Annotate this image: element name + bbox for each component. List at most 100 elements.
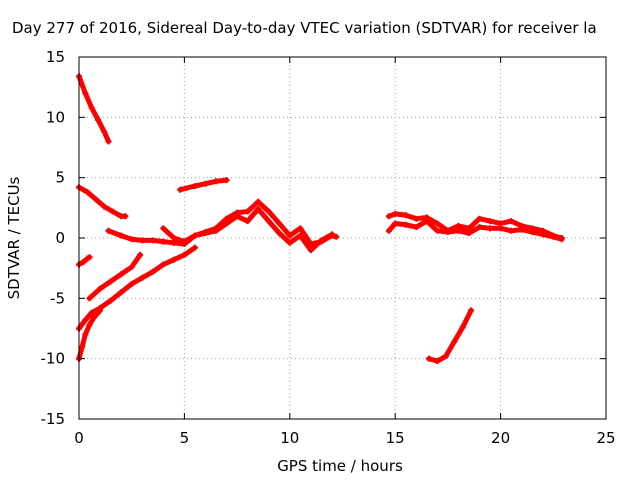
data-point	[402, 221, 409, 228]
data-point	[107, 297, 114, 304]
x-tick-label: 15	[386, 429, 405, 447]
data-point	[105, 227, 112, 234]
data-point	[508, 227, 515, 234]
data-point	[88, 104, 95, 111]
data-point	[234, 213, 241, 220]
series-line-arc-4	[87, 252, 143, 301]
data-point	[149, 237, 156, 244]
data-point	[385, 213, 392, 220]
data-point	[276, 220, 283, 227]
data-point	[244, 218, 251, 225]
data-point	[539, 231, 546, 238]
data-point	[86, 295, 93, 302]
data-point	[223, 220, 230, 227]
data-point	[139, 237, 146, 244]
data-point	[128, 280, 135, 287]
data-point	[80, 259, 87, 266]
data-point	[468, 307, 475, 314]
data-point	[97, 307, 104, 314]
data-point	[413, 224, 420, 231]
data-point	[82, 331, 89, 338]
data-point	[392, 210, 399, 217]
data-point	[265, 218, 272, 225]
data-point	[84, 189, 91, 196]
data-point	[122, 213, 129, 220]
data-point	[181, 238, 188, 245]
data-point	[202, 230, 209, 237]
data-point	[455, 227, 462, 234]
x-tick-label: 20	[491, 429, 510, 447]
data-point	[328, 231, 335, 238]
y-tick-label: 0	[55, 229, 65, 247]
data-point	[109, 208, 116, 215]
data-point	[92, 196, 99, 203]
y-tick-label: 5	[55, 169, 65, 187]
data-point	[97, 285, 104, 292]
x-tick-label: 5	[180, 429, 190, 447]
data-point	[434, 227, 441, 234]
series-points-arc-8	[160, 206, 335, 254]
series-points-arc-11	[385, 218, 565, 243]
data-point	[276, 230, 283, 237]
x-tick-label: 25	[596, 429, 615, 447]
data-point	[558, 236, 565, 243]
data-point	[425, 355, 432, 362]
series-points-arc-12	[425, 307, 475, 365]
series-layer	[76, 73, 565, 365]
data-point	[286, 232, 293, 239]
data-point	[385, 227, 392, 234]
data-point	[297, 232, 304, 239]
data-point	[476, 215, 483, 222]
data-point	[82, 90, 89, 97]
data-point	[94, 116, 101, 123]
y-tick-label: -10	[41, 350, 66, 368]
data-point	[423, 218, 430, 225]
chart-title: Day 277 of 2016, Sidereal Day-to-day VTE…	[12, 19, 597, 37]
data-point	[90, 314, 97, 321]
data-point	[476, 224, 483, 231]
data-point	[170, 235, 177, 241]
data-point	[107, 278, 114, 285]
data-point	[88, 309, 95, 316]
data-point	[392, 220, 399, 227]
data-point	[265, 208, 272, 215]
series-points-arc-1	[76, 73, 112, 145]
data-point	[118, 271, 125, 278]
data-point	[149, 268, 156, 275]
data-point	[160, 225, 167, 232]
data-point	[118, 289, 125, 296]
data-point	[413, 215, 420, 222]
data-point	[177, 186, 184, 193]
data-point	[82, 317, 89, 324]
data-point	[444, 228, 451, 235]
data-point	[202, 180, 209, 187]
data-point	[160, 261, 167, 268]
data-point	[139, 274, 146, 281]
data-point	[307, 247, 314, 254]
data-point	[79, 343, 86, 350]
data-point	[465, 230, 472, 237]
data-point	[128, 236, 135, 243]
data-point	[286, 239, 293, 246]
data-point	[487, 225, 494, 232]
data-point	[137, 251, 144, 258]
y-tick-label: -5	[50, 289, 65, 307]
data-point	[191, 244, 198, 251]
data-point	[255, 198, 262, 205]
axis-layer: 0 5 10 15 20 25 -15 -10 -5 0 5 10 15	[41, 48, 616, 447]
data-point	[255, 206, 262, 213]
y-tick-label: -15	[41, 410, 66, 428]
data-point	[160, 238, 167, 245]
data-point	[118, 232, 125, 239]
data-point	[191, 232, 198, 239]
x-axis-label: GPS time / hours	[277, 457, 403, 475]
data-point	[86, 321, 93, 328]
data-point	[497, 225, 504, 232]
x-tick-label: 0	[74, 429, 84, 447]
data-point	[213, 227, 220, 234]
data-point	[191, 183, 198, 190]
data-point	[318, 237, 325, 244]
data-point	[451, 338, 458, 345]
y-axis-label: SDTVAR / TECUs	[5, 176, 23, 299]
